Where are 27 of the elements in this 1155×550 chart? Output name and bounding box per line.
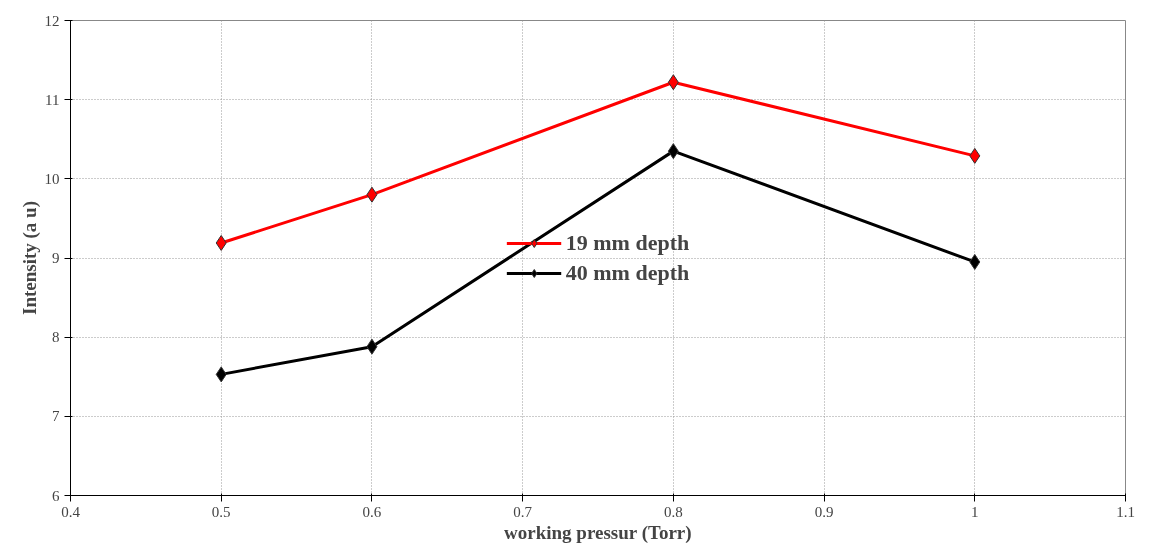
x-tick-label: 0.8 <box>663 503 683 520</box>
point <box>969 147 981 164</box>
x-tick-label: 1 <box>971 503 979 520</box>
y-tick-label: 7 <box>52 408 60 425</box>
legend-label: 40 mm depth <box>565 259 690 286</box>
point <box>667 74 679 91</box>
point <box>366 186 378 203</box>
y-tick-label: 9 <box>52 250 60 266</box>
x-tick-label: 0.9 <box>814 503 834 520</box>
y-tick-label: 6 <box>52 487 60 504</box>
y-tick-label: 11 <box>45 91 60 108</box>
point <box>366 338 378 355</box>
y-tick-label: 8 <box>52 329 60 346</box>
y-axis-title: Intensity (a u) <box>18 200 41 315</box>
x-axis-title: working pressur (Torr) <box>504 521 692 544</box>
point <box>667 143 679 160</box>
x-tick-label: 0.7 <box>513 503 533 520</box>
x-tick-label: 0.5 <box>211 503 231 520</box>
legend-label: 19 mm depth <box>565 229 690 256</box>
point <box>969 253 981 270</box>
x-tick-label: 1.1 <box>1116 503 1135 520</box>
point <box>215 366 227 383</box>
y-tick-label: 12 <box>44 12 60 29</box>
y-tick-label: 10 <box>44 170 60 187</box>
x-tick-label: 0.6 <box>362 503 382 520</box>
point <box>215 234 227 251</box>
x-tick-label: 0.4 <box>61 503 81 520</box>
